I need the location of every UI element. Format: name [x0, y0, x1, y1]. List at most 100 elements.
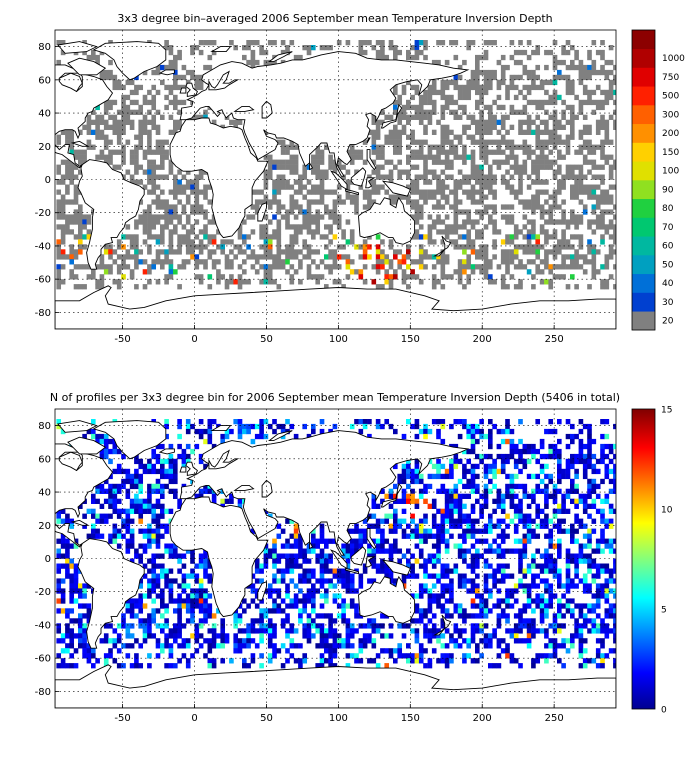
bin-cell	[587, 553, 592, 559]
bin-cell	[595, 69, 601, 76]
bin-cell	[56, 274, 62, 280]
bin-cell	[142, 129, 148, 135]
bin-cell	[440, 419, 446, 425]
x-tick-label: 200	[473, 334, 492, 345]
bin-cell	[500, 463, 506, 470]
bin-cell	[250, 59, 256, 66]
bin-cell	[194, 194, 200, 200]
bin-cell	[544, 234, 549, 240]
colorbar-label: 20	[662, 317, 674, 327]
bin-cell	[393, 463, 398, 470]
bin-cell	[302, 573, 308, 579]
bin-cell	[112, 488, 118, 494]
bin-cell	[91, 433, 96, 440]
bin-cell	[574, 259, 579, 265]
bin-cell	[345, 274, 351, 280]
bin-cell	[198, 643, 204, 649]
bin-cell	[91, 419, 96, 425]
bin-cell	[298, 224, 303, 230]
bin-cell	[552, 174, 558, 180]
bin-cell	[500, 573, 506, 579]
bin-cell	[276, 139, 282, 145]
bin-cell	[78, 503, 83, 509]
bin-cell	[250, 573, 256, 579]
bin-cell	[578, 558, 584, 564]
x-tick-label: 250	[545, 334, 564, 345]
bin-cell	[561, 45, 566, 51]
bin-cell	[552, 523, 558, 529]
bin-cell	[129, 89, 135, 96]
bin-cell	[414, 638, 420, 644]
bin-cell	[367, 189, 372, 195]
bin-cell	[587, 483, 592, 490]
bin-cell	[505, 563, 510, 569]
colorbar-segment	[632, 161, 655, 181]
bin-cell	[121, 618, 126, 624]
bin-cell	[69, 149, 75, 155]
bin-cell	[393, 144, 398, 150]
bin-cell	[285, 144, 290, 150]
bin-cell	[410, 493, 415, 499]
bin-cell	[358, 254, 364, 260]
bin-cell	[190, 69, 195, 76]
bin-cell	[138, 109, 144, 115]
bin-cell	[479, 598, 484, 604]
bin-cell	[526, 124, 532, 130]
bin-cell	[492, 548, 497, 554]
bin-cell	[496, 543, 502, 549]
bin-cell	[263, 543, 269, 549]
bin-cell	[306, 224, 312, 230]
bin-cell	[194, 578, 200, 584]
bin-cell	[332, 249, 338, 255]
bin-cell	[185, 229, 191, 235]
bin-cell	[293, 214, 299, 220]
bin-cell	[151, 468, 157, 475]
bin-cell	[557, 478, 562, 485]
bin-cell	[177, 503, 182, 509]
bin-cell	[531, 244, 536, 250]
bin-cell	[371, 279, 377, 285]
bin-cell	[578, 239, 584, 245]
bin-cell	[453, 40, 459, 46]
bin-cell	[513, 49, 519, 56]
bin-cell	[168, 159, 174, 165]
bin-cell	[147, 628, 152, 634]
bin-cell	[185, 179, 191, 185]
bin-cell	[561, 49, 566, 56]
bin-cell	[578, 633, 584, 639]
bin-cell	[380, 239, 385, 245]
bin-cell	[457, 513, 463, 519]
bin-cell	[116, 513, 122, 519]
bin-cell	[142, 169, 148, 175]
bin-cell	[604, 284, 610, 290]
bin-cell	[138, 593, 144, 599]
bin-cell	[522, 204, 528, 210]
bin-cell	[362, 643, 368, 649]
bin-cell	[466, 264, 472, 270]
bin-cell	[362, 189, 368, 195]
bin-cell	[103, 124, 109, 130]
bin-cell	[108, 69, 113, 76]
bin-cell	[151, 84, 157, 91]
bin-cell	[613, 588, 616, 594]
bin-cell	[496, 563, 502, 569]
bin-cell	[518, 279, 523, 285]
bin-cell	[483, 473, 489, 480]
bin-cell	[194, 254, 200, 260]
bin-cell	[108, 648, 113, 654]
bin-cell	[211, 628, 217, 634]
colorbar-segment	[632, 86, 655, 106]
bin-cell	[60, 578, 66, 584]
bin-cell	[561, 74, 566, 81]
bin-cell	[384, 513, 390, 519]
bin-cell	[285, 568, 290, 574]
bin-cell	[272, 59, 277, 66]
bin-cell	[613, 483, 616, 490]
bin-cell	[60, 638, 66, 644]
bin-cell	[401, 573, 407, 579]
bin-cell	[600, 513, 605, 519]
bin-cell	[600, 69, 605, 76]
bin-cell	[375, 548, 381, 554]
colorbar-label: 40	[662, 279, 674, 289]
colorbar-segment	[632, 292, 655, 312]
